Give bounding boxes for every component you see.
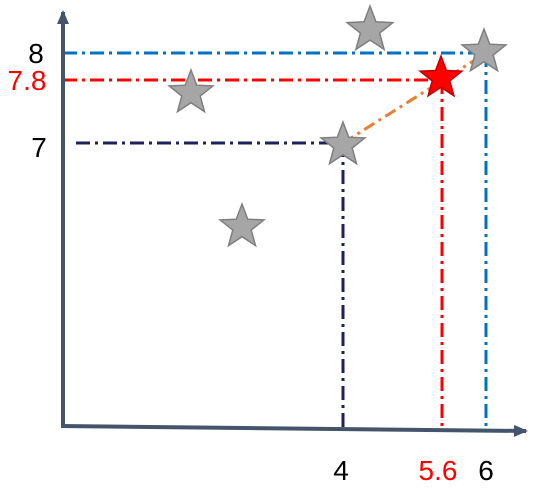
y-label-7: 7	[31, 132, 47, 163]
star-at-6-8	[460, 26, 508, 73]
x-axis	[60, 424, 528, 437]
x-label-5-6: 5.6	[419, 455, 458, 486]
x-label-4: 4	[333, 455, 349, 486]
y-label-8: 8	[28, 38, 44, 69]
star-interpolated	[418, 53, 464, 98]
stars	[167, 3, 508, 248]
star-top-center	[345, 3, 395, 52]
x-label-6: 6	[478, 455, 494, 486]
star-lower-left	[218, 201, 266, 248]
axes	[57, 10, 528, 437]
y-label-7-8: 7.8	[8, 65, 47, 96]
interpolation-connector	[342, 51, 487, 145]
guide-lines	[63, 51, 488, 429]
star-at-4-7	[319, 119, 367, 166]
star-upper-left	[167, 67, 215, 114]
